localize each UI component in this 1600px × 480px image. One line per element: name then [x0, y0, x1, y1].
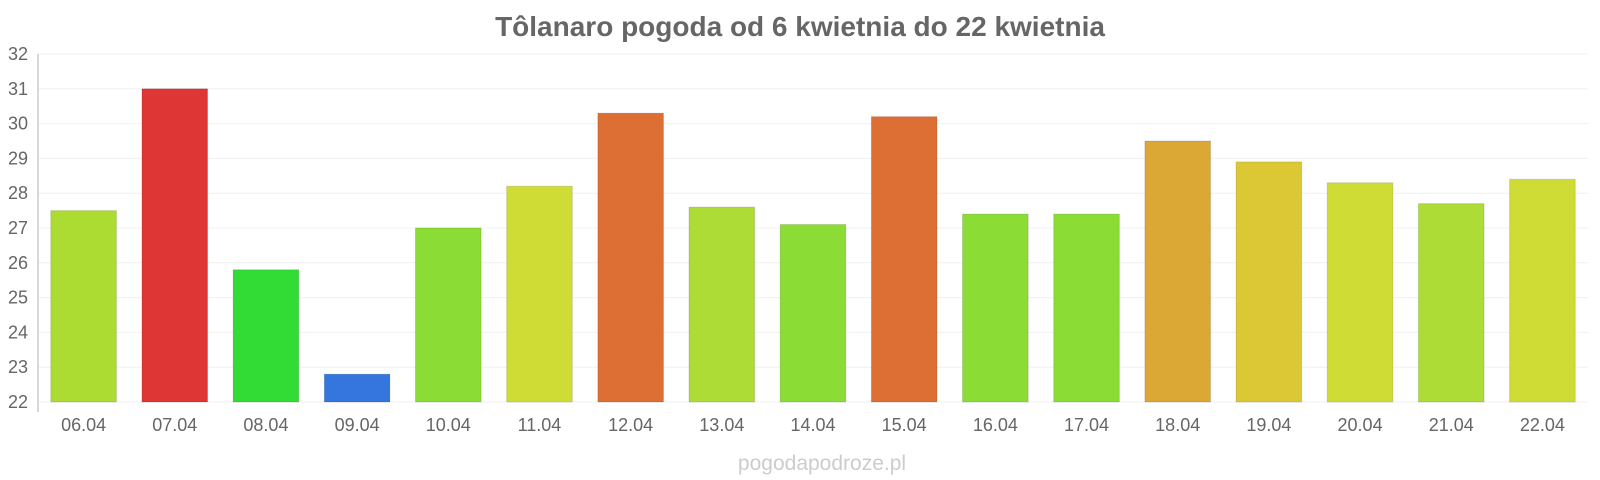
bar-20.04 [1326, 182, 1394, 403]
bar-09.04 [323, 373, 391, 403]
bar-13.04 [688, 206, 756, 403]
x-tick-label: 19.04 [1246, 415, 1291, 435]
bar-19.04 [1235, 161, 1303, 403]
bar-21.04 [1417, 203, 1485, 403]
bar-10.04 [414, 227, 482, 403]
y-tick-label: 25 [8, 288, 28, 308]
y-tick-label: 31 [8, 79, 28, 99]
x-tick-label: 07.04 [152, 415, 197, 435]
y-tick-label: 24 [8, 322, 28, 342]
y-tick-label: 29 [8, 148, 28, 168]
x-tick-label: 11.04 [518, 415, 562, 435]
bar-22.04 [1509, 178, 1576, 403]
y-tick-label: 32 [8, 44, 28, 64]
x-tick-label: 10.04 [426, 415, 471, 435]
y-tick-label: 30 [8, 114, 28, 134]
bars [50, 88, 1576, 403]
bar-16.04 [962, 213, 1029, 403]
x-tick-label: 09.04 [335, 415, 380, 435]
bar-18.04 [1144, 140, 1212, 403]
watermark: pogodapodroze.pl [738, 452, 906, 475]
bar-11.04 [506, 185, 573, 403]
x-tick-label: 17.04 [1064, 415, 1109, 435]
x-tick-label: 18.04 [1155, 415, 1200, 435]
y-tick-label: 22 [8, 392, 28, 412]
y-tick-label: 28 [8, 183, 28, 203]
bar-14.04 [779, 224, 847, 403]
x-tick-label: 22.04 [1520, 415, 1565, 435]
bar-06.04 [50, 210, 117, 403]
x-tick-label: 21.04 [1429, 415, 1474, 435]
bar-08.04 [232, 269, 300, 403]
y-tick-label: 23 [8, 357, 28, 377]
x-tick-label: 14.04 [790, 415, 835, 435]
x-tick-label: 15.04 [882, 415, 927, 435]
x-tick-label: 06.04 [61, 415, 106, 435]
x-tick-label: 16.04 [973, 415, 1018, 435]
y-tick-label: 26 [8, 253, 28, 273]
x-tick-label: 13.04 [699, 415, 744, 435]
bar-17.04 [1053, 213, 1120, 403]
x-tick-label: 20.04 [1338, 415, 1383, 435]
y-tick-label: 27 [8, 218, 28, 238]
x-tick-label: 12.04 [608, 415, 653, 435]
chart-title: Tôlanaro pogoda od 6 kwietnia do 22 kwie… [495, 11, 1105, 42]
bar-07.04 [141, 88, 209, 403]
x-axis-ticks: 06.04 07.04 08.04 09.04 10.04 11.04 12.04 13.04… [61, 415, 1565, 435]
bar-12.04 [597, 112, 664, 403]
x-tick-label: 08.04 [243, 415, 288, 435]
y-axis-ticks: 22 23 24 25 26 27 28 29 30 31 32 [8, 44, 28, 412]
bar-15.04 [870, 116, 938, 403]
